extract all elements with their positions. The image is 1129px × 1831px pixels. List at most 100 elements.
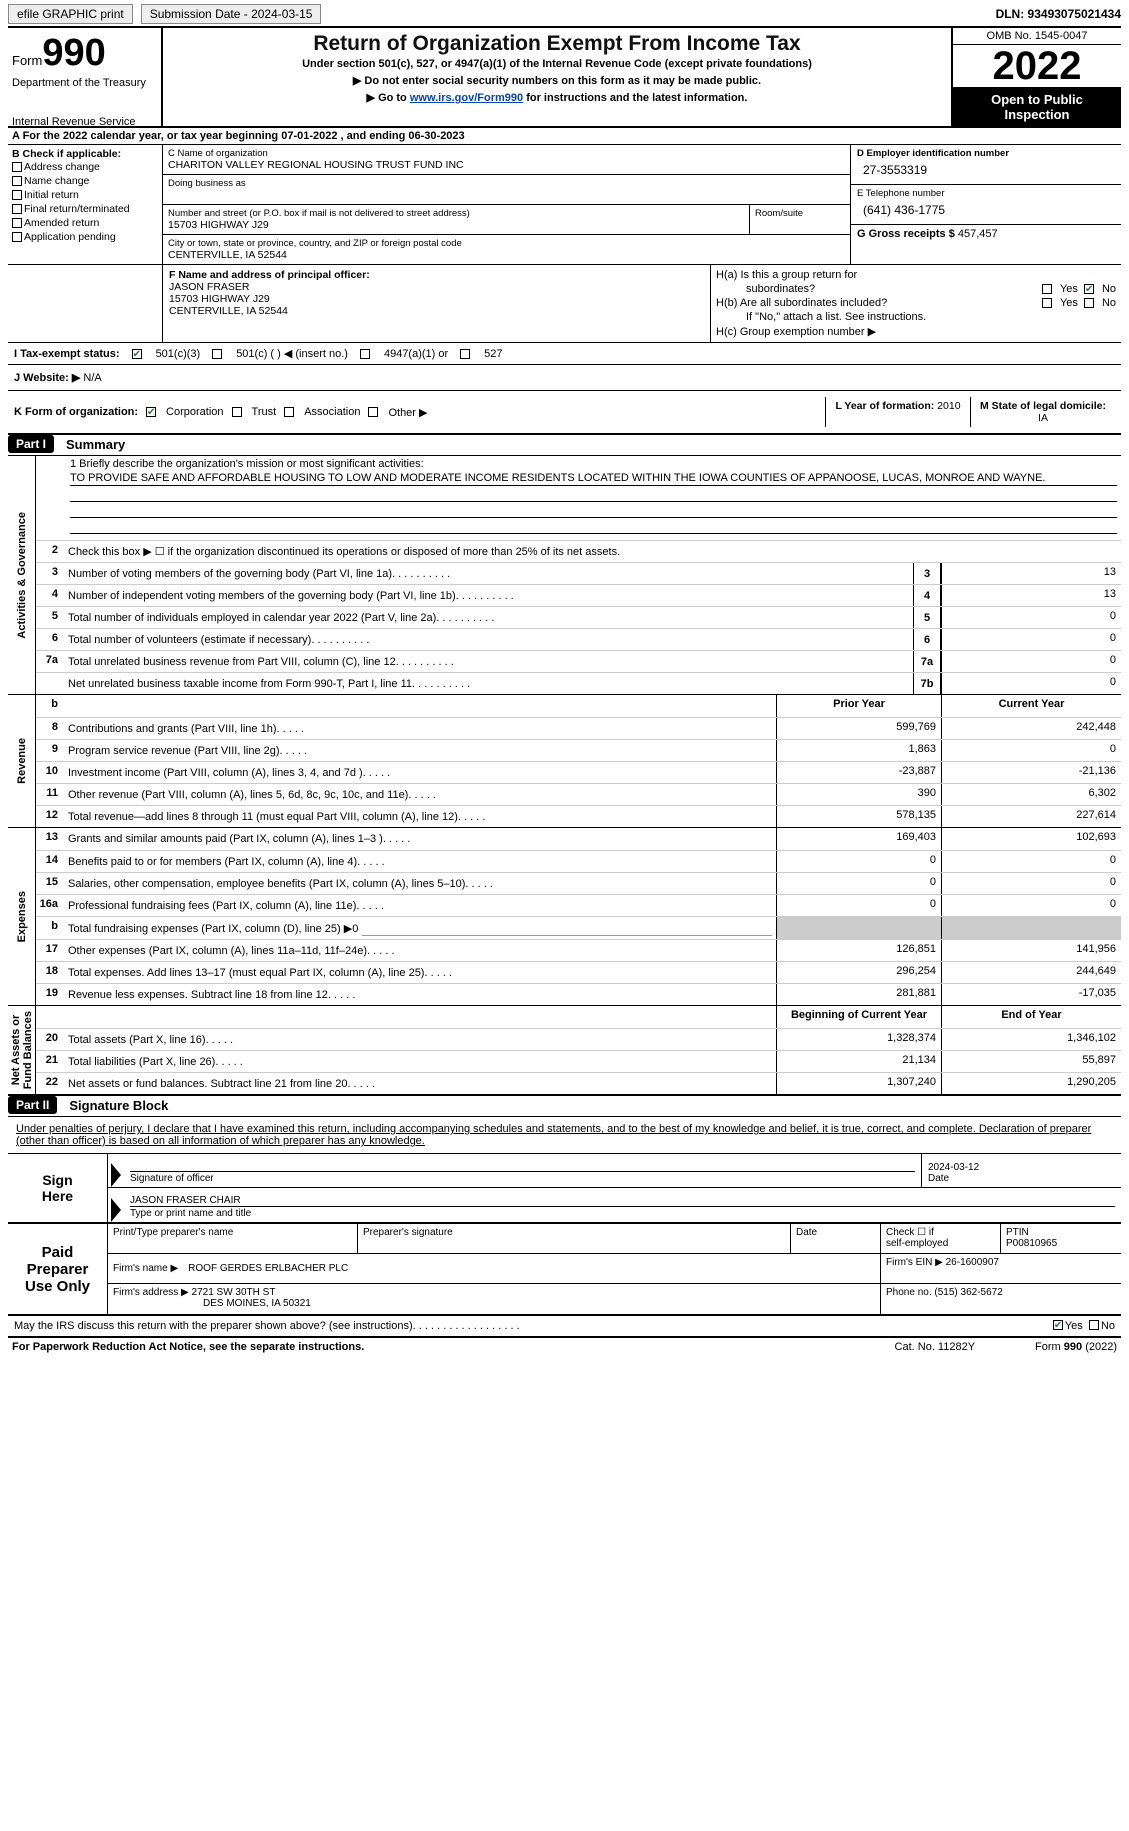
discuss-yes[interactable] — [1053, 1320, 1063, 1330]
city: CENTERVILLE, IA 52544 — [168, 249, 845, 261]
gov-row: 3 Number of voting members of the govern… — [36, 562, 1121, 584]
chk-final-return[interactable]: Final return/terminated — [12, 202, 158, 216]
data-row: 10 Investment income (Part VIII, column … — [36, 761, 1121, 783]
note-ssn: ▶ Do not enter social security numbers o… — [169, 74, 945, 87]
paid-prep-label: Paid Preparer Use Only — [8, 1224, 108, 1314]
cat-no: Cat. No. 11282Y — [895, 1341, 976, 1353]
col-d: D Employer identification number 27-3553… — [851, 145, 1121, 264]
ein-cell: D Employer identification number 27-3553… — [851, 145, 1121, 185]
side-exp: Expenses — [8, 828, 36, 1005]
section-h: H(a) Is this a group return for subordin… — [711, 265, 1121, 342]
discuss-no[interactable] — [1089, 1320, 1099, 1330]
data-row: 11 Other revenue (Part VIII, column (A),… — [36, 783, 1121, 805]
chk-527[interactable] — [460, 349, 470, 359]
gov-row: 4 Number of independent voting members o… — [36, 584, 1121, 606]
efile-print-button[interactable]: efile GRAPHIC print — [8, 4, 133, 24]
expenses-section: Expenses 13 Grants and similar amounts p… — [8, 828, 1121, 1006]
data-row: 8 Contributions and grants (Part VIII, l… — [36, 717, 1121, 739]
form-title: Return of Organization Exempt From Incom… — [169, 32, 945, 56]
prep-name-lbl: Print/Type preparer's name — [108, 1224, 358, 1253]
ha-no[interactable] — [1084, 284, 1094, 294]
line-a-begin: 07-01-2022 — [281, 130, 337, 142]
principal-officer: F Name and address of principal officer:… — [163, 265, 711, 342]
form-subtitle: Under section 501(c), 527, or 4947(a)(1)… — [169, 58, 945, 70]
gross-receipts: 457,457 — [958, 228, 998, 240]
data-row: 20 Total assets (Part X, line 16) 1,328,… — [36, 1028, 1121, 1050]
gov-row: 7a Total unrelated business revenue from… — [36, 650, 1121, 672]
prep-self-emp: Check ☐ ifself-employed — [881, 1224, 1001, 1253]
chk-name-change[interactable]: Name change — [12, 174, 158, 188]
col-f-spacer — [8, 265, 163, 342]
side-gov: Activities & Governance — [8, 456, 36, 694]
ptin: P00810965 — [1006, 1238, 1057, 1249]
officer-name: JASON FRASER — [169, 281, 250, 293]
activities-governance: Activities & Governance 1 Briefly descri… — [8, 456, 1121, 695]
data-row: 17 Other expenses (Part IX, column (A), … — [36, 939, 1121, 961]
sig-date: 2024-03-12 — [928, 1162, 1115, 1173]
form-header: Form990 Department of the Treasury Inter… — [8, 28, 1121, 128]
street-cell: Number and street (or P.O. box if mail i… — [163, 205, 850, 235]
omb-number: OMB No. 1545-0047 — [953, 28, 1121, 45]
chk-app-pending[interactable]: Application pending — [12, 230, 158, 244]
hb-no[interactable] — [1084, 298, 1094, 308]
pra-notice: For Paperwork Reduction Act Notice, see … — [12, 1341, 364, 1353]
data-row: 21 Total liabilities (Part X, line 26) 2… — [36, 1050, 1121, 1072]
side-na: Net Assets or Fund Balances — [8, 1006, 36, 1094]
top-bar: efile GRAPHIC print Submission Date - 20… — [8, 4, 1121, 28]
chk-assoc[interactable] — [284, 407, 294, 417]
dln-label: DLN: 93493075021434 — [996, 7, 1121, 21]
submission-date-button[interactable]: Submission Date - 2024-03-15 — [141, 4, 322, 24]
mission-text: TO PROVIDE SAFE AND AFFORDABLE HOUSING T… — [70, 470, 1117, 486]
data-row: 14 Benefits paid to or for members (Part… — [36, 850, 1121, 872]
dba-cell: Doing business as — [163, 175, 850, 205]
chk-amended[interactable]: Amended return — [12, 216, 158, 230]
chk-other[interactable] — [368, 407, 378, 417]
form-ref: Form 990 (2022) — [1035, 1341, 1117, 1353]
chk-501c3[interactable] — [132, 349, 142, 359]
chk-address-change[interactable]: Address change — [12, 160, 158, 174]
chk-4947[interactable] — [360, 349, 370, 359]
year-formation: 2010 — [937, 400, 960, 412]
part2-title: Signature Block — [69, 1098, 168, 1113]
sign-here-block: Sign Here Signature of officer 2024-03-1… — [8, 1154, 1121, 1224]
part2-header: Part II Signature Block — [8, 1096, 1121, 1117]
open-inspection: Open to PublicInspection — [953, 88, 1121, 126]
firm-name: ROOF GERDES ERLBACHER PLC — [188, 1263, 348, 1274]
revenue-section: Revenue b Prior Year Current Year 8 Cont… — [8, 695, 1121, 828]
b-header: B Check if applicable: — [12, 148, 158, 160]
discuss-row: May the IRS discuss this return with the… — [8, 1316, 1121, 1338]
part1-header: Part I Summary — [8, 435, 1121, 456]
prior-year-hdr: Prior Year — [776, 695, 941, 717]
irs-link[interactable]: www.irs.gov/Form990 — [410, 92, 523, 104]
sign-here-label: Sign Here — [8, 1154, 108, 1222]
chk-501c[interactable] — [212, 349, 222, 359]
ptin-cell: PTINP00810965 — [1001, 1224, 1121, 1253]
prep-row-3: Firm's address ▶ 2721 SW 30TH STDES MOIN… — [108, 1284, 1121, 1314]
ein: 27-3553319 — [857, 159, 1115, 181]
room-suite-lbl: Room/suite — [755, 208, 845, 219]
data-row: 13 Grants and similar amounts paid (Part… — [36, 828, 1121, 850]
data-row: 22 Net assets or fund balances. Subtract… — [36, 1072, 1121, 1094]
prep-sig-lbl: Preparer's signature — [358, 1224, 791, 1253]
firm-addr2: DES MOINES, IA 50321 — [113, 1298, 311, 1309]
chk-trust[interactable] — [232, 407, 242, 417]
begin-year-hdr: Beginning of Current Year — [776, 1006, 941, 1028]
form-number: 990 — [42, 32, 105, 74]
dept-treasury: Department of the Treasury — [12, 77, 157, 89]
name-title-lbl: Type or print name and title — [130, 1206, 1115, 1219]
line-j: J Website: ▶ N/A — [8, 365, 1121, 391]
sig-date-lbl: Date — [928, 1173, 1115, 1184]
header-right: OMB No. 1545-0047 2022 Open to PublicIns… — [951, 28, 1121, 126]
chk-initial-return[interactable]: Initial return — [12, 188, 158, 202]
arrow-icon — [111, 1163, 121, 1187]
form-identity: Form990 Department of the Treasury Inter… — [8, 28, 163, 126]
chk-corp[interactable] — [146, 407, 156, 417]
col-c: C Name of organization CHARITON VALLEY R… — [163, 145, 851, 264]
ha-yes[interactable] — [1042, 284, 1052, 294]
line-2: 2 Check this box ▶ ☐ if the organization… — [36, 540, 1121, 562]
form-prefix: Form — [12, 53, 42, 68]
prep-row-1: Print/Type preparer's name Preparer's si… — [108, 1224, 1121, 1254]
hb-yes[interactable] — [1042, 298, 1052, 308]
line-l-m: L Year of formation: 2010 M State of leg… — [825, 397, 1115, 427]
gov-row: Net unrelated business taxable income fr… — [36, 672, 1121, 694]
